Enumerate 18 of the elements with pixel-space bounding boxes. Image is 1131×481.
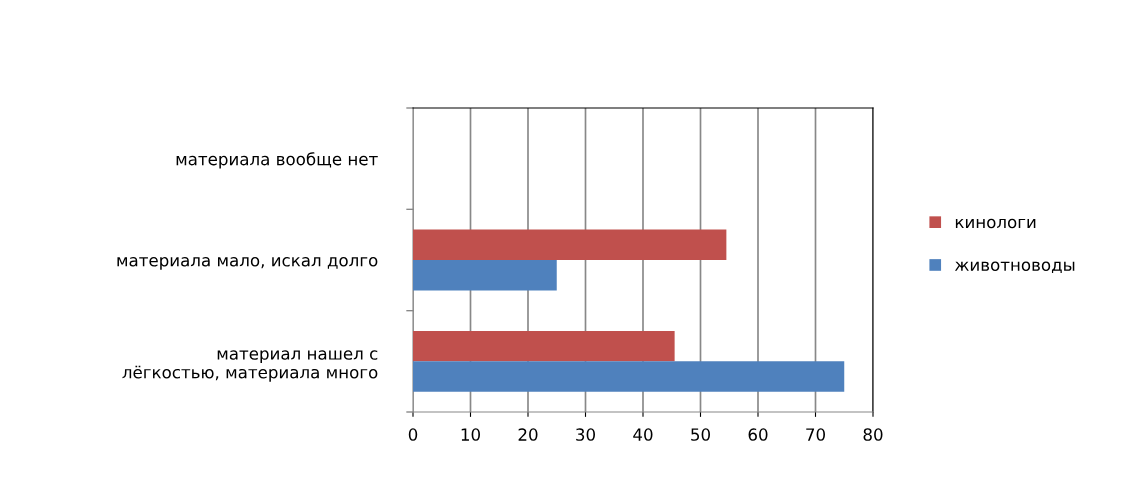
- x-tick-label: 30: [576, 428, 595, 441]
- bar: [413, 260, 557, 291]
- legend-label: животноводы: [954, 261, 1075, 274]
- x-tick-label: 10: [461, 428, 480, 441]
- bar: [413, 330, 675, 362]
- y-tick-label: материал нашел с лёгкостью, материала много: [122, 350, 378, 382]
- x-tick-label: 70: [806, 428, 825, 441]
- x-tick-label: 40: [633, 428, 653, 441]
- x-tick-label: 0: [408, 428, 418, 441]
- legend-label: кинологи: [955, 218, 1036, 229]
- y-tick-label: материала мало, искал долго: [117, 257, 378, 270]
- y-tick-label: материала вообще нет: [176, 152, 378, 169]
- x-tick-label: 50: [691, 428, 710, 441]
- x-tick-label: 80: [863, 428, 883, 441]
- bar: [413, 361, 845, 392]
- bar: [413, 229, 727, 260]
- x-tick-label: 20: [518, 428, 538, 441]
- x-tick-label: 60: [748, 428, 768, 441]
